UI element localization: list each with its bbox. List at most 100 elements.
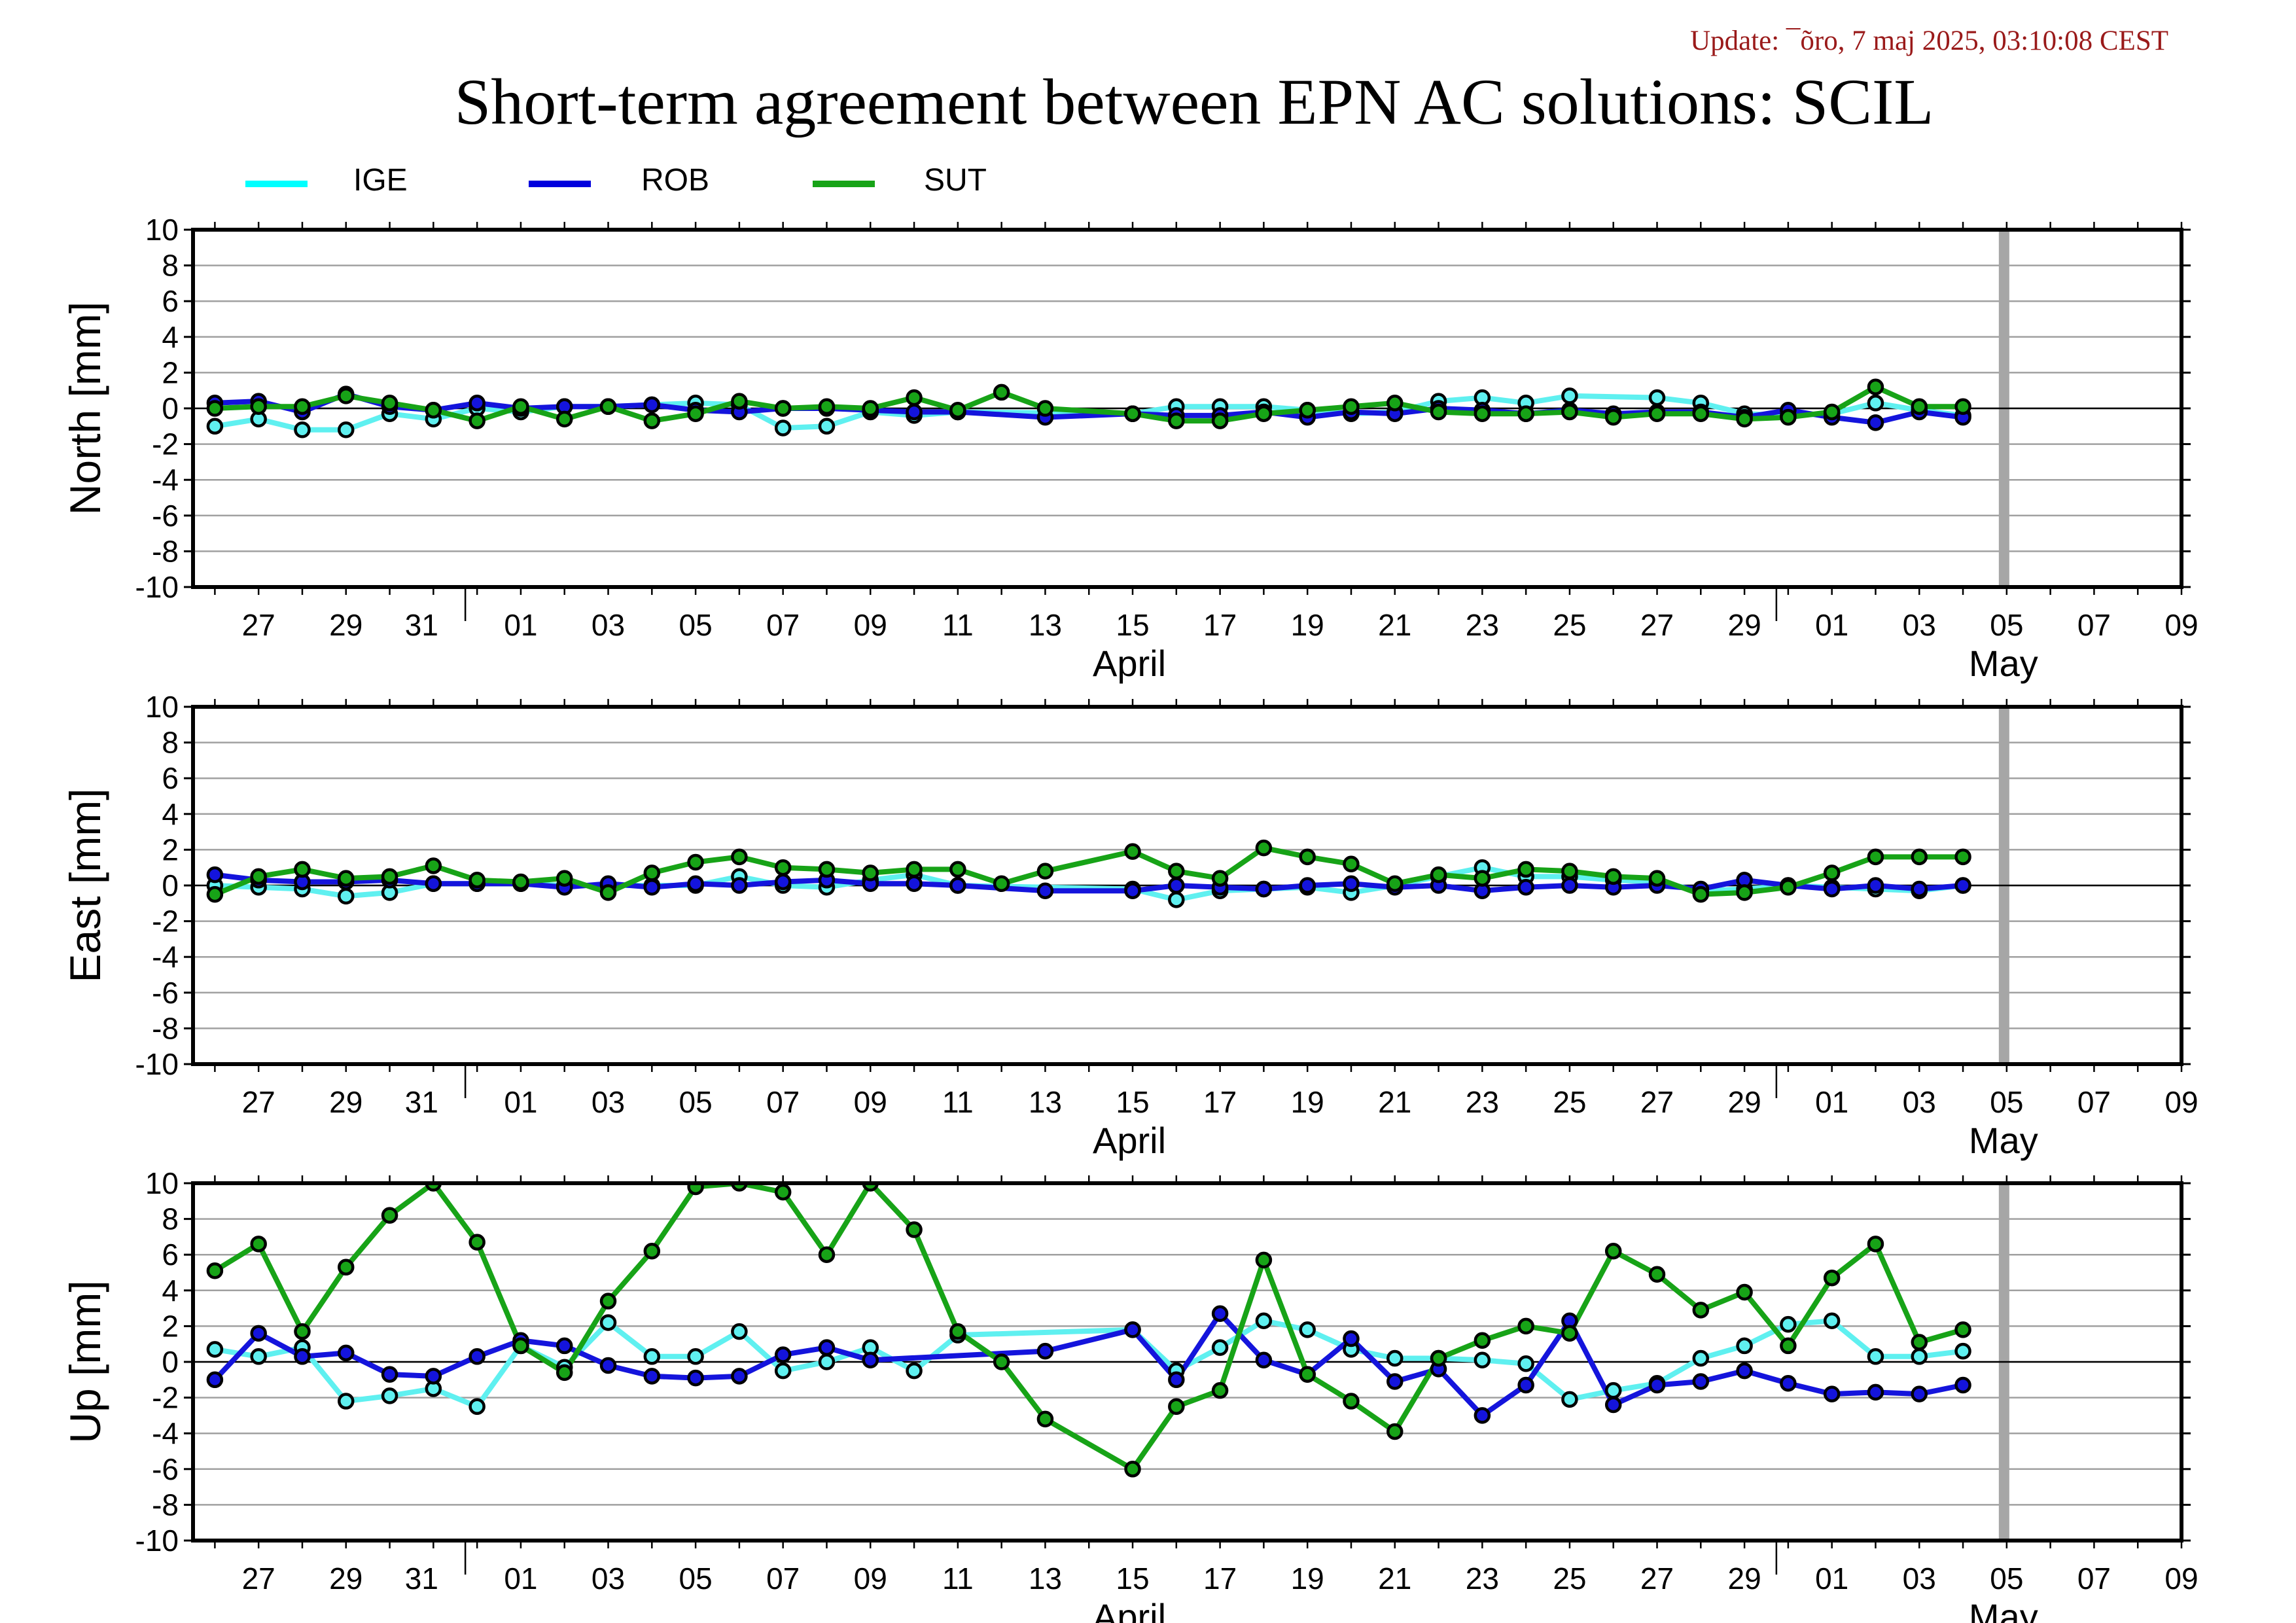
data-point [1561, 863, 1578, 880]
data-point [643, 878, 661, 896]
x-tick-label: 13 [1029, 1085, 1062, 1119]
data-point [1211, 1382, 1229, 1399]
data-point [599, 1357, 617, 1374]
data-point [556, 1337, 573, 1355]
y-tick-label: -2 [152, 427, 179, 461]
y-tick-label: 0 [162, 1345, 179, 1379]
data-point [862, 400, 879, 417]
x-tick-label: 21 [1378, 1085, 1411, 1119]
y-axis-label: North [mm] [61, 302, 109, 515]
x-tick-label: 01 [1815, 608, 1848, 642]
data-point [906, 875, 923, 893]
data-point [599, 884, 617, 901]
x-tick-label: 29 [329, 608, 362, 642]
x-tick-label: 19 [1291, 1085, 1324, 1119]
y-tick-label: 6 [162, 284, 179, 318]
x-tick-label: 07 [766, 1085, 800, 1119]
plot-frame [191, 228, 2183, 589]
data-point [687, 1348, 704, 1365]
y-tick-label: -10 [135, 1047, 179, 1081]
x-tick-label: 09 [2164, 608, 2198, 642]
x-tick-label: 01 [504, 1085, 537, 1119]
month-label: April [1093, 1120, 1166, 1161]
data-point [1867, 1383, 1884, 1401]
data-point [731, 877, 748, 894]
data-point [774, 859, 792, 876]
data-point [1430, 403, 1447, 421]
x-tick-label: 27 [242, 1561, 275, 1596]
data-point [1736, 884, 1753, 901]
x-tick-label: 11 [942, 1085, 974, 1119]
data-point [1692, 885, 1710, 903]
x-tick-label: 21 [1378, 1561, 1411, 1596]
data-point [1517, 861, 1534, 878]
data-point [512, 398, 529, 416]
data-point [1124, 405, 1141, 422]
data-point [468, 395, 486, 412]
data-point [1255, 405, 1273, 422]
x-tick-label: 29 [1728, 1561, 1761, 1596]
data-point [1780, 1375, 1797, 1392]
data-point [1692, 1349, 1710, 1367]
data-point [906, 861, 923, 878]
data-point [1211, 1305, 1229, 1323]
data-point [1648, 1376, 1666, 1394]
data-point [1911, 1334, 1928, 1351]
data-point [206, 885, 224, 903]
x-tick-label: 17 [1203, 1561, 1237, 1596]
data-point [381, 395, 398, 412]
data-point [1911, 1348, 1928, 1365]
data-point [1604, 1396, 1622, 1414]
legend-label-ige: IGE [353, 163, 408, 198]
data-point [1604, 868, 1622, 885]
data-point [949, 1323, 966, 1340]
y-tick-label: 4 [162, 1274, 179, 1308]
data-point [512, 873, 529, 891]
data-point [206, 400, 224, 417]
x-tick-label: 29 [1728, 608, 1761, 642]
data-point [250, 1236, 267, 1253]
data-point [1604, 1382, 1622, 1399]
x-tick-label: 05 [679, 1085, 713, 1119]
x-tick-label: 03 [592, 1085, 625, 1119]
data-point [294, 398, 311, 416]
y-tick-label: 2 [162, 1309, 179, 1343]
x-tick-label: 27 [242, 608, 275, 642]
x-tick-label: 27 [1640, 1561, 1674, 1596]
data-point [949, 401, 966, 419]
x-tick-label: 01 [504, 1561, 537, 1596]
x-tick-label: 29 [329, 1561, 362, 1596]
data-point [1299, 1366, 1316, 1383]
data-point [468, 1348, 486, 1365]
data-point [1343, 855, 1360, 872]
data-point [1168, 1398, 1185, 1415]
x-tick-label: 21 [1378, 608, 1411, 642]
data-point [774, 1362, 792, 1380]
data-point [250, 868, 267, 885]
data-point [1474, 1407, 1491, 1424]
data-point [1430, 866, 1447, 883]
data-point [731, 1368, 748, 1385]
x-tick-label: 03 [592, 608, 625, 642]
data-point [1517, 405, 1534, 422]
data-point [381, 1366, 398, 1383]
data-point [338, 887, 355, 905]
data-point [425, 401, 442, 419]
data-point [1823, 865, 1841, 882]
x-tick-label: 03 [1903, 1561, 1936, 1596]
series-sut [215, 384, 1964, 424]
y-tick-label: 0 [162, 391, 179, 425]
data-point [774, 873, 792, 891]
data-point [862, 865, 879, 882]
x-tick-label: 01 [1815, 1561, 1848, 1596]
data-point [556, 870, 573, 887]
data-point [1168, 1371, 1185, 1389]
data-point [1386, 1373, 1404, 1390]
data-point [818, 398, 836, 416]
x-tick-label: 29 [1728, 1085, 1761, 1119]
data-point [338, 870, 355, 887]
month-label: April [1093, 1596, 1166, 1623]
